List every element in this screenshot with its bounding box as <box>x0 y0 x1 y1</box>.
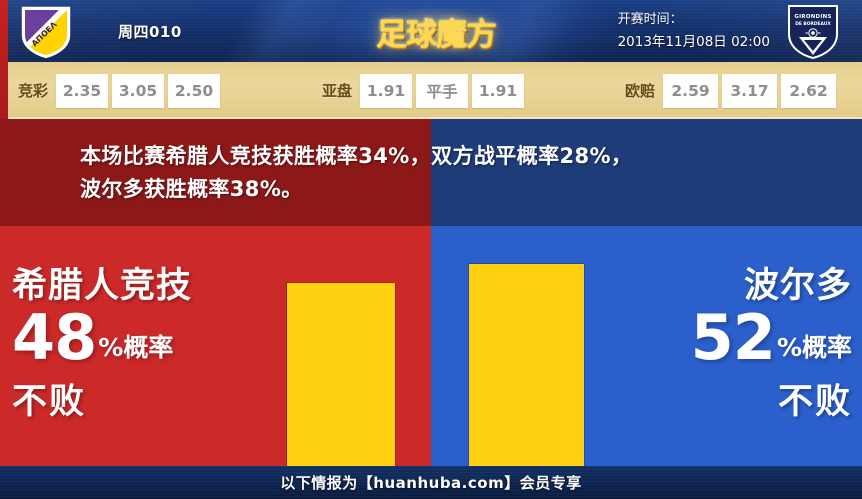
bar-away-unbeaten <box>469 264 584 466</box>
odds-group-asian: 亚盘 1.91 平手 1.91 <box>322 62 528 119</box>
away-team-stat-block: 波尔多 52 %概率 不败 <box>584 226 862 466</box>
brand-logo: 足球魔方 <box>366 6 506 56</box>
home-percent-suffix: %概率 <box>98 332 174 362</box>
summary-half-away <box>431 119 862 226</box>
footer-bar: 以下情报为【huanhuba.com】会员专享 <box>0 466 862 499</box>
kickoff-label: 开赛时间： <box>617 12 683 28</box>
home-outcome-word: 不败 <box>12 381 87 422</box>
odds-bar: 竞彩 2.35 3.05 2.50 亚盘 1.91 平手 1.91 欧赔 2.5… <box>0 62 862 119</box>
summary-text: 本场比赛希腊人竞技获胜概率34%，双方战平概率28%， 波尔多获胜概率38%。 <box>0 119 862 226</box>
odds-group-label: 竞彩 <box>18 82 49 100</box>
away-crest-line2: DE BORDEAUX <box>795 21 831 27</box>
odds-cell-home[interactable]: 1.91 <box>360 73 413 108</box>
away-team-name: 波尔多 <box>743 266 852 307</box>
bar-home-unbeaten <box>287 283 395 466</box>
home-percent-row: 48 %概率 <box>12 300 174 374</box>
summary-line-1: 本场比赛希腊人竞技获胜概率34%，双方战平概率28%， <box>80 143 633 168</box>
team-comparison-panels: 希腊人竞技 48 %概率 不败 波尔多 52 %概率 不败 <box>0 226 862 466</box>
home-team-name: 希腊人竞技 <box>12 266 193 307</box>
odds-cell-home[interactable]: 2.59 <box>663 73 719 108</box>
odds-cell-away[interactable]: 2.50 <box>168 73 221 108</box>
footer-text: 以下情报为【huanhuba.com】会员专享 <box>280 474 582 492</box>
kickoff-time: 2013年11月08日 02:00 <box>617 33 770 50</box>
header-bar: ΑΠΟΕΛ 周四010 足球魔方 开赛时间： 2013年11月08日 02:00… <box>0 0 862 62</box>
away-outcome-word: 不败 <box>777 381 852 422</box>
match-number: 周四010 <box>118 22 182 41</box>
away-percent-value: 52 <box>690 300 776 374</box>
odds-group-european: 欧赔 2.59 3.17 2.62 <box>625 62 840 119</box>
odds-cell-draw[interactable]: 3.17 <box>722 73 778 108</box>
odds-group-label: 亚盘 <box>322 82 353 100</box>
odds-cell-away[interactable]: 1.91 <box>472 73 525 108</box>
odds-group-jingcai: 竞彩 2.35 3.05 2.50 <box>18 62 224 119</box>
probability-summary-band: 本场比赛希腊人竞技获胜概率34%，双方战平概率28%， 波尔多获胜概率38%。 <box>0 119 862 226</box>
home-team-stat-block: 希腊人竞技 48 %概率 不败 <box>0 226 287 466</box>
odds-cell-away[interactable]: 2.62 <box>781 73 837 108</box>
away-percent-suffix: %概率 <box>776 332 852 362</box>
away-team-crest-icon: GIRONDINS DE BORDEAUX 1881 <box>788 5 838 60</box>
home-percent-value: 48 <box>12 300 97 374</box>
summary-line-2: 波尔多获胜概率38%。 <box>80 176 303 201</box>
home-team-crest-icon: ΑΠΟΕΛ <box>21 6 71 59</box>
away-crest-line1: GIRONDINS <box>794 14 831 20</box>
odds-cell-home[interactable]: 2.35 <box>56 73 109 108</box>
away-percent-row: 52 %概率 <box>690 300 852 374</box>
odds-cell-handicap[interactable]: 平手 <box>416 73 469 108</box>
odds-group-label: 欧赔 <box>625 82 656 100</box>
header-left-red-stripe <box>0 0 8 119</box>
odds-cell-draw[interactable]: 3.05 <box>112 73 165 108</box>
kickoff-info: 开赛时间： 2013年11月08日 02:00 <box>618 0 770 62</box>
summary-half-home <box>0 119 431 226</box>
brand-logo-text: 足球魔方 <box>376 16 497 53</box>
